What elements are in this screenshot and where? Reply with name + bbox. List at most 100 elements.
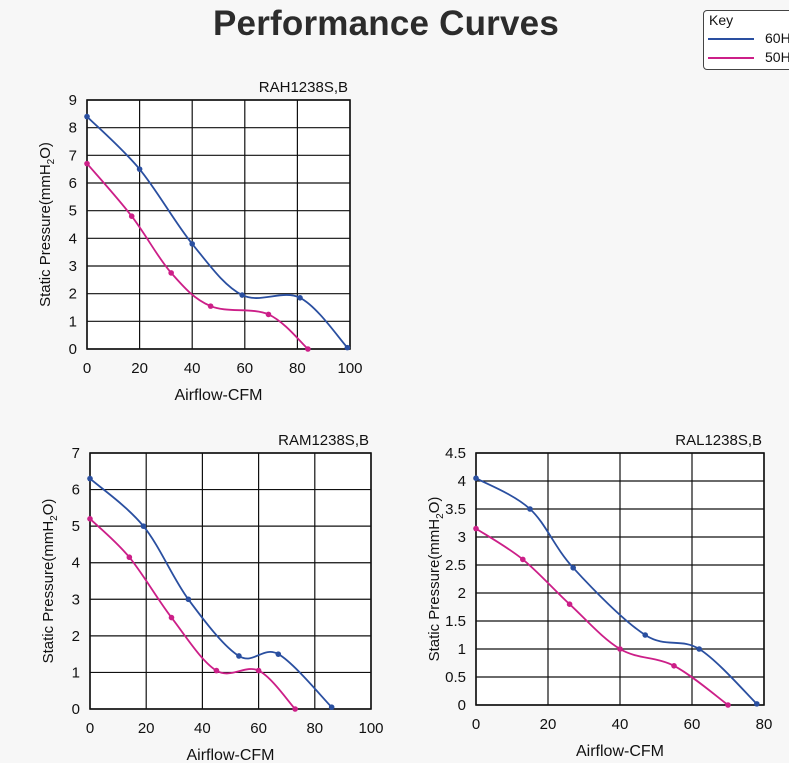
y-tick-label: 2: [458, 585, 466, 602]
data-point-50hz: [84, 160, 90, 167]
y-tick-label: 4: [72, 555, 80, 572]
data-point-60hz: [84, 113, 90, 120]
y-axis-label: Static Pressure(mmH2O): [426, 497, 446, 662]
x-tick-label: 80: [289, 360, 306, 377]
y-tick-label: 3: [69, 258, 77, 275]
data-point-50hz: [168, 270, 174, 276]
y-tick-label: 3.5: [445, 501, 466, 518]
plot-frame: [86, 99, 351, 350]
chart-title: RAL1238S,B: [675, 432, 762, 449]
data-point-60hz: [140, 523, 147, 529]
x-tick-label: 60: [684, 716, 701, 733]
x-tick-label: 40: [612, 716, 629, 733]
data-point-60hz: [189, 241, 195, 247]
data-point-50hz: [617, 646, 623, 652]
data-point-60hz: [754, 701, 760, 707]
data-point-50hz: [292, 706, 298, 712]
legend-label-50hz: 50Hz: [765, 49, 789, 65]
data-point-50hz: [671, 663, 677, 669]
data-point-50hz: [213, 667, 220, 674]
data-point-60hz: [87, 475, 93, 482]
data-point-50hz: [520, 556, 526, 563]
y-tick-label: 6: [69, 175, 77, 192]
x-tick-label: 40: [184, 360, 201, 377]
data-point-50hz: [566, 601, 573, 607]
series-line-60hz: [86, 115, 349, 349]
legend-swatch-60hz: [708, 38, 754, 40]
data-point-50hz: [168, 614, 175, 621]
y-axis-label: Static Pressure(mmH2O): [37, 142, 57, 307]
y-tick-label: 4: [458, 473, 466, 490]
y-tick-label: 5: [69, 203, 77, 220]
legend-title: Key: [709, 12, 734, 28]
x-tick-label: 0: [83, 360, 91, 377]
x-tick-label: 20: [131, 360, 148, 377]
chart-title: RAM1238S,B: [278, 432, 369, 449]
y-tick-label: 2: [69, 286, 77, 303]
x-tick-label: 80: [756, 716, 773, 733]
x-axis-label: Airflow-CFM: [175, 387, 263, 404]
y-tick-label: 8: [69, 120, 77, 137]
y-tick-label: 3: [458, 529, 466, 546]
x-tick-label: 20: [138, 720, 155, 737]
data-point-50hz: [725, 702, 731, 708]
y-tick-label: 7: [69, 147, 77, 164]
plot-area: [90, 453, 371, 709]
y-tick-label: 5: [72, 518, 80, 535]
x-tick-label: 0: [86, 720, 94, 737]
data-point-50hz: [87, 516, 93, 522]
y-tick-label: 6: [72, 482, 80, 499]
data-point-60hz: [527, 506, 533, 512]
data-point-50hz: [255, 667, 262, 674]
y-tick-label: 4.5: [445, 445, 466, 462]
y-tick-label: 9: [69, 92, 77, 109]
plot-frame: [475, 452, 765, 706]
data-point-50hz: [126, 554, 133, 561]
y-tick-label: 1.5: [445, 613, 466, 630]
data-point-50hz: [265, 311, 272, 318]
data-point-60hz: [328, 704, 335, 710]
data-point-60hz: [185, 596, 192, 603]
data-point-60hz: [275, 651, 282, 657]
data-point-60hz: [570, 565, 576, 571]
data-point-60hz: [696, 646, 702, 652]
y-tick-label: 2.5: [445, 557, 466, 574]
data-point-60hz: [473, 475, 479, 482]
data-point-60hz: [136, 166, 143, 172]
x-axis-label: Airflow-CFM: [187, 747, 275, 763]
plot-frame: [89, 452, 372, 710]
y-tick-label: 3: [72, 591, 80, 608]
data-point-60hz: [239, 292, 245, 298]
y-tick-label: 7: [72, 445, 80, 462]
series-line-60hz: [89, 477, 333, 708]
x-tick-label: 100: [358, 720, 383, 737]
y-tick-label: 1: [72, 664, 80, 681]
data-point-60hz: [236, 653, 242, 659]
y-tick-label: 0: [72, 701, 80, 718]
legend-item-60hz: 60Hz: [708, 30, 789, 48]
legend-label-60hz: 60Hz: [765, 30, 789, 46]
y-tick-label: 2: [72, 628, 80, 645]
y-axis-label: Static Pressure(mmH2O): [40, 499, 60, 664]
page-title: Performance Curves: [213, 4, 559, 43]
legend-item-50hz: 50Hz: [708, 49, 789, 67]
data-point-60hz: [642, 632, 648, 638]
data-point-60hz: [344, 344, 351, 351]
data-point-50hz: [473, 525, 479, 532]
y-tick-label: 4: [69, 230, 77, 247]
x-tick-label: 60: [236, 360, 253, 377]
y-tick-label: 0: [69, 341, 77, 358]
data-point-50hz: [128, 213, 135, 219]
x-tick-label: 60: [250, 720, 267, 737]
x-tick-label: 80: [306, 720, 323, 737]
legend-key-box: Key 60Hz 50Hz: [703, 10, 789, 70]
legend-swatch-50hz: [708, 57, 754, 59]
x-axis-label: Airflow-CFM: [576, 743, 664, 760]
y-tick-label: 0: [458, 697, 466, 714]
y-tick-label: 0.5: [445, 669, 466, 686]
y-tick-label: 1: [69, 313, 77, 330]
y-tick-label: 1: [458, 641, 466, 658]
